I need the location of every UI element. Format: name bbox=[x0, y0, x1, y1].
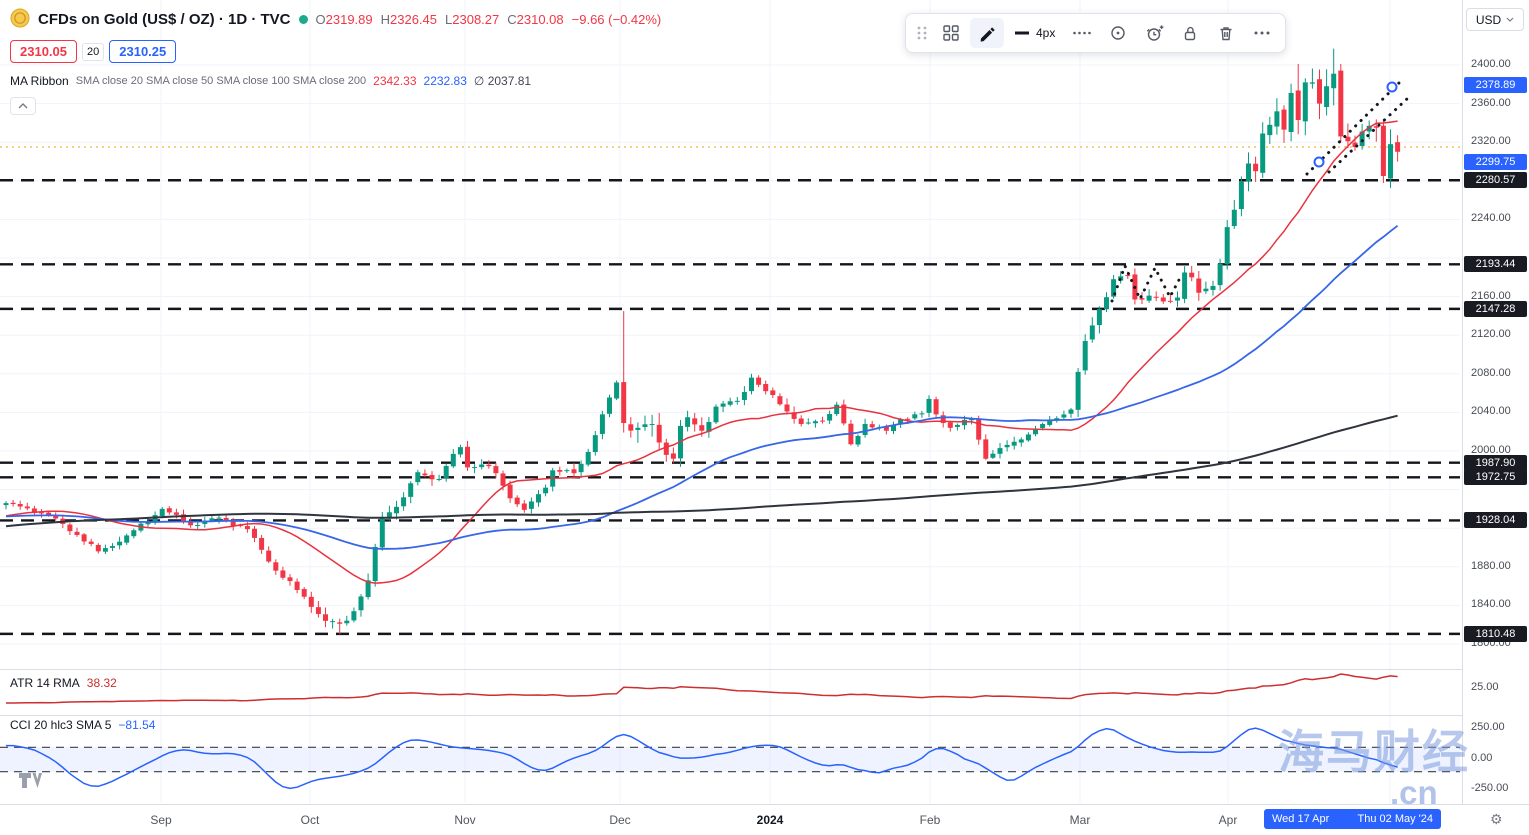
cci-axis-label: 250.00 bbox=[1471, 721, 1505, 733]
symbol-legend: CFDs on Gold (US$ / OZ) · 1D · TVC O 2319… bbox=[10, 8, 661, 115]
range-end: Thu 02 May '24 bbox=[1357, 813, 1433, 825]
ohlc-open: O 2319.89 bbox=[315, 12, 373, 27]
price-axis-label: 2160.00 bbox=[1471, 289, 1511, 302]
level-price-badge: 1810.48 bbox=[1464, 625, 1527, 642]
line-width-icon bbox=[1015, 31, 1029, 35]
trade-buttons-row: 2310.05 20 2310.25 bbox=[10, 40, 661, 63]
ma-ribbon-value-mid: 2232.83 bbox=[423, 74, 467, 88]
sell-button[interactable]: 2310.05 bbox=[10, 40, 77, 63]
cci-value: −81.54 bbox=[118, 718, 156, 732]
indicator-legend-atr: ATR 14 RMA 38.32 bbox=[10, 676, 117, 690]
price-change: −9.66 (−0.42%) bbox=[571, 12, 662, 27]
price-axis-label: 2000.00 bbox=[1471, 444, 1511, 456]
selected-range-badge: Wed 17 Apr Thu 02 May '24 bbox=[1264, 809, 1441, 829]
ma-ribbon-value-fast: 2342.33 bbox=[373, 74, 417, 88]
atr-value: 38.32 bbox=[86, 676, 117, 690]
buy-button[interactable]: 2310.25 bbox=[109, 40, 177, 63]
line-width-control[interactable]: 4px bbox=[1006, 26, 1063, 40]
symbol-row: CFDs on Gold (US$ / OZ) · 1D · TVC O 2319… bbox=[10, 8, 661, 31]
user-drawings[interactable] bbox=[1110, 77, 1411, 303]
price-axis-label: 2360.00 bbox=[1471, 96, 1511, 109]
trash-icon[interactable] bbox=[1209, 18, 1243, 48]
market-status-dot[interactable] bbox=[298, 15, 308, 24]
level-price-badge: 1928.04 bbox=[1464, 512, 1527, 529]
price-axis-label: 2240.00 bbox=[1471, 212, 1511, 225]
ohlc-close: C 2310.08 bbox=[507, 12, 564, 27]
level-price-badge: 1987.90 bbox=[1464, 454, 1527, 471]
sma-mid-line bbox=[5, 224, 1399, 550]
time-axis-label: Apr bbox=[1218, 813, 1238, 827]
drawing-handle[interactable] bbox=[1313, 156, 1325, 168]
ma-ribbon-value-slow: ∅ 2037.81 bbox=[473, 74, 532, 88]
gold-coin-icon bbox=[10, 8, 30, 31]
collapse-indicators-button[interactable] bbox=[10, 97, 36, 115]
indicator-legend-cci: CCI 20 hlc3 SMA 5 −81.54 bbox=[10, 718, 155, 732]
drawing-toolbar: 4px bbox=[905, 13, 1287, 53]
tradingview-logo[interactable] bbox=[18, 771, 46, 794]
ohlc-low: L 2308.27 bbox=[445, 12, 500, 27]
cci-band bbox=[0, 747, 1460, 772]
price-axis-label: 2400.00 bbox=[1471, 58, 1511, 70]
time-axis-label: Nov bbox=[454, 813, 476, 827]
time-axis-label: 2024 bbox=[756, 813, 784, 827]
price-axis[interactable]: 2400.00 2360.00 2320.00 2240.00 2160.00 2120.… bbox=[1462, 0, 1529, 804]
line-width-label: 4px bbox=[1036, 26, 1056, 40]
ma-ribbon-params: SMA close 20 SMA close 50 SMA close 100 … bbox=[75, 75, 367, 87]
drag-handle-icon[interactable] bbox=[912, 18, 932, 48]
price-axis-label: 2320.00 bbox=[1471, 135, 1511, 148]
chevron-up-icon bbox=[18, 103, 28, 109]
cci-axis-label: -250.00 bbox=[1471, 782, 1509, 794]
atr-axis-label: 25.00 bbox=[1471, 681, 1499, 693]
cci-name[interactable]: CCI 20 hlc3 SMA 5 bbox=[10, 718, 112, 732]
currency-selector[interactable]: USD bbox=[1466, 8, 1524, 31]
lock-icon[interactable] bbox=[1173, 18, 1207, 48]
time-axis-label: Sep bbox=[150, 813, 172, 827]
price-axis-label: 2040.00 bbox=[1471, 405, 1511, 418]
time-axis-label: Mar bbox=[1069, 813, 1091, 827]
ohlc-high: H 2326.45 bbox=[380, 12, 438, 27]
price-axis-label: 2080.00 bbox=[1471, 366, 1511, 379]
candles bbox=[3, 48, 1401, 635]
sma-fast-line bbox=[5, 120, 1398, 584]
level-price-badge: 2147.28 bbox=[1464, 300, 1527, 317]
price-axis-label: 2120.00 bbox=[1471, 328, 1511, 341]
indicator-legend-ma-ribbon: MA Ribbon SMA close 20 SMA close 50 SMA … bbox=[10, 74, 661, 88]
atr-line bbox=[6, 673, 1398, 704]
line-style-dotted-icon[interactable] bbox=[1065, 18, 1099, 48]
time-axis[interactable]: Wed 17 Apr Thu 02 May '24 ⚙ Sep Oct Nov Dec… bbox=[0, 804, 1529, 835]
target-circle-icon[interactable] bbox=[1101, 18, 1135, 48]
pencil-draw-icon[interactable] bbox=[970, 18, 1004, 48]
alert-clock-plus-icon[interactable] bbox=[1137, 18, 1171, 48]
grid-template-icon[interactable] bbox=[934, 18, 968, 48]
atr-name[interactable]: ATR 14 RMA bbox=[10, 676, 80, 690]
level-price-badge: 1972.75 bbox=[1464, 469, 1527, 486]
more-options-icon[interactable] bbox=[1245, 18, 1279, 48]
axis-settings-gear-icon[interactable]: ⚙ bbox=[1490, 811, 1503, 827]
time-axis-label: Oct bbox=[300, 813, 320, 827]
drawing-price-badge: 2299.75 bbox=[1464, 153, 1527, 170]
level-price-badge: 2280.57 bbox=[1464, 172, 1527, 189]
cci-axis-label: 0.00 bbox=[1471, 752, 1493, 764]
level-lines bbox=[0, 179, 1460, 636]
spread-value: 20 bbox=[82, 42, 105, 61]
symbol-title[interactable]: CFDs on Gold (US$ / OZ) · 1D · TVC bbox=[38, 11, 291, 28]
time-axis-label: Feb bbox=[919, 813, 941, 827]
ma-ribbon-name[interactable]: MA Ribbon bbox=[10, 74, 69, 88]
level-price-badge: 2193.44 bbox=[1464, 256, 1527, 273]
drawing-handle[interactable] bbox=[1386, 81, 1398, 93]
chevron-down-icon bbox=[1506, 17, 1514, 22]
currency-label: USD bbox=[1475, 12, 1502, 27]
range-start: Wed 17 Apr bbox=[1272, 813, 1330, 825]
drawing-price-badge: 2378.89 bbox=[1464, 77, 1527, 94]
sma-slow-line bbox=[5, 414, 1398, 528]
price-axis-label: 1880.00 bbox=[1471, 559, 1511, 572]
cci-line bbox=[6, 727, 1398, 790]
price-axis-label: 1840.00 bbox=[1471, 598, 1511, 611]
time-axis-label: Dec bbox=[609, 813, 631, 827]
